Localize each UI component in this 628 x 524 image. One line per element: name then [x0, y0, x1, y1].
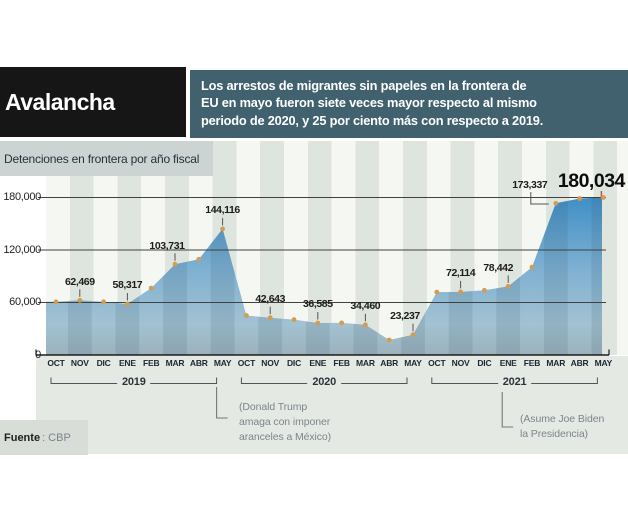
summary-block: Los arrestos de migrantes sin papeles en… — [190, 70, 628, 138]
data-point — [267, 315, 273, 321]
data-point — [125, 301, 130, 307]
data-point — [410, 332, 416, 338]
summary-line: EU en mayo fueron siete veces mayor resp… — [201, 95, 537, 111]
data-point — [482, 287, 487, 293]
page-title: Avalancha — [5, 88, 115, 115]
data-point — [553, 200, 559, 206]
year-bracket — [431, 377, 598, 384]
source-label: Fuente — [4, 431, 41, 444]
data-point — [244, 313, 249, 318]
annotation-connector — [216, 387, 228, 419]
summary-line: periodo de 2020, y 25 por ciento más con… — [201, 112, 544, 128]
source-badge: Fuente : CBP — [0, 420, 88, 455]
title-block: Avalancha — [0, 67, 186, 137]
data-point — [386, 337, 392, 343]
year-bracket — [50, 377, 218, 384]
summary-line: Los arrestos de migrantes sin papeles en… — [201, 78, 527, 93]
source-value: : CBP — [42, 431, 71, 444]
chart-footer-band — [36, 356, 628, 454]
data-point — [148, 285, 154, 291]
data-point — [196, 256, 202, 262]
data-point — [505, 284, 511, 289]
data-point — [291, 317, 297, 322]
data-point — [458, 289, 463, 295]
data-point — [434, 289, 440, 295]
data-point — [339, 320, 344, 326]
data-point — [577, 196, 582, 201]
label-connector — [530, 192, 549, 205]
data-point — [315, 320, 321, 326]
data-point — [101, 299, 106, 305]
chart-subtitle-bar: Detenciones en frontera por año fiscal — [0, 141, 213, 176]
data-point — [77, 297, 83, 303]
annotation-connector — [501, 392, 514, 428]
data-point — [529, 264, 535, 270]
data-point — [363, 322, 368, 328]
data-point — [220, 226, 226, 232]
chart-subtitle: Detenciones en frontera por año fiscal — [4, 151, 200, 166]
data-point — [172, 261, 178, 267]
data-point — [53, 299, 59, 305]
data-point — [601, 195, 606, 200]
year-bracket — [240, 377, 408, 384]
